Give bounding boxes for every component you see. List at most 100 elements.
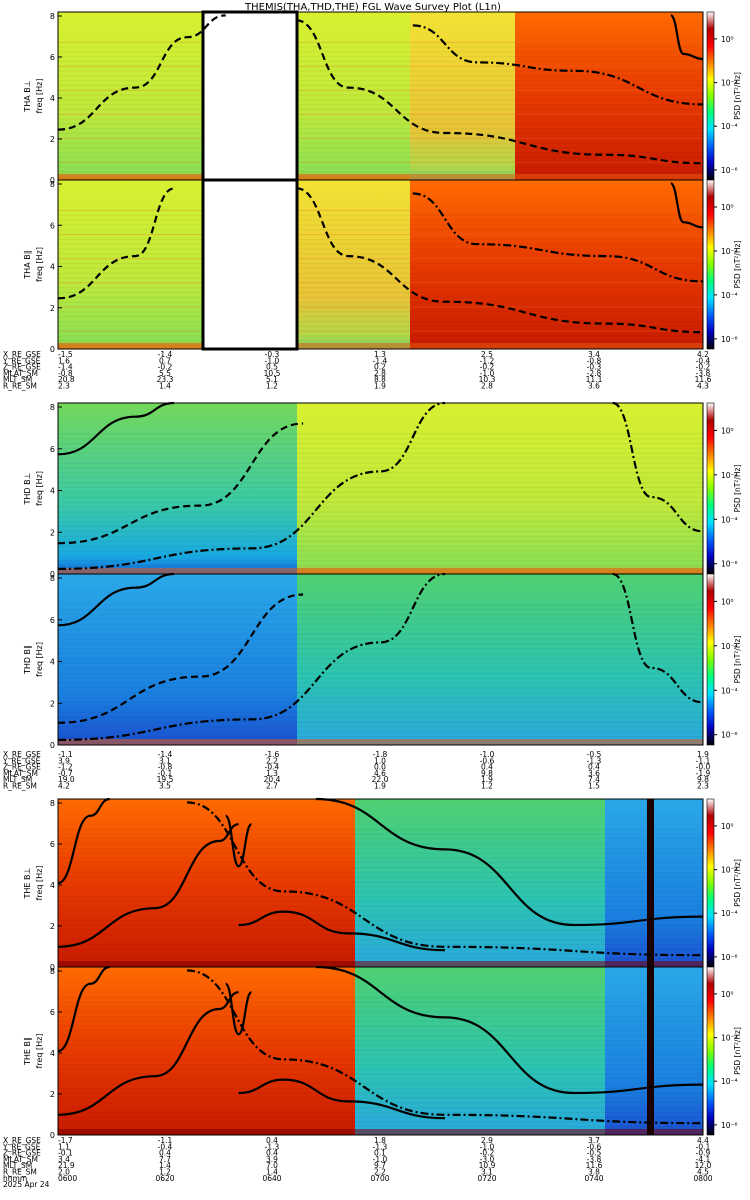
ephemeris-value: 2.2 [374,1168,386,1177]
ephemeris-value: -1.0 [480,750,495,759]
colorbar-label: PSD [nT²/Hz] [733,1027,742,1075]
panel-label: THE B⊥ [23,867,32,899]
frequency-curve [412,24,704,106]
ephemeris-value: 2.0 [58,1168,70,1177]
frequency-curve [57,422,304,545]
ephemeris-value: -0.3 [587,363,602,372]
frequency-curve [315,965,704,1095]
frequency-curve [315,797,704,927]
colorbar-tick-label: 10⁻² [721,642,738,651]
data-gap [201,178,299,351]
ephemeris-value: 0.7 [159,356,171,365]
y-tick-label: 2 [50,528,55,537]
ephemeris-value: 10.3 [479,375,496,384]
ephemeris-value: -0.0 [696,763,711,772]
ephemeris-value: 7.7 [159,1155,171,1164]
y-tick-label: 8 [50,967,55,976]
ephemeris-value: -0.8 [58,369,73,378]
ephemeris-value: 5.1 [266,375,278,384]
ephemeris-value: 2.2 [266,756,278,765]
ephemeris-value: -0.8 [587,356,602,365]
y-axis-label: freq [Hz] [35,642,44,677]
ephemeris-value: 2.3 [58,382,70,391]
ephemeris-value: -1.1 [696,756,711,765]
ephemeris-value: 0720 [477,1174,496,1183]
ephemeris-label: X_RE_GSE [3,350,41,359]
ephemeris-value: 0.0 [374,763,386,772]
ephemeris-value: -1.9 [696,769,711,778]
spectrogram-panel: 0 2 4 6 8 THE B⊥ freq [Hz] 10⁰ 10⁻² 10⁻⁴ 10⁻⁶ PSD [… [23,797,742,972]
ephemeris-value: 1.2 [266,382,278,391]
frequency-curve [186,969,704,1125]
ephemeris-value: 1.3 [266,769,278,778]
ephemeris-value: 1.9 [697,750,709,759]
frequency-curve [669,182,704,229]
ephemeris-value: -1.2 [58,763,73,772]
frequency-curve [412,192,704,283]
ephemeris-value: 3.1 [159,756,171,765]
y-axis-label: freq [Hz] [35,471,44,506]
spectrogram-fill [297,180,410,349]
frequency-curve [186,801,704,957]
ephemeris-value: 0.4 [266,1149,278,1158]
colorbar: 10⁰ 10⁻² 10⁻⁴ 10⁻⁶ PSD [nT²/Hz] [706,966,742,1136]
ephemeris-value: 3.9 [58,756,70,765]
ephemeris-value: 1.9 [374,782,386,791]
ephemeris-value: 0.4 [266,1136,278,1145]
ephemeris-value: 1.3 [374,350,386,359]
ephemeris-value: -1.0 [480,1142,495,1151]
colorbar-tick-label: 10⁻⁶ [721,731,738,740]
ephemeris-value: 2.8 [481,382,493,391]
y-tick-label: 2 [50,699,55,708]
spectrogram-fill [58,799,355,967]
saturation-stripe [647,967,654,1135]
ephemeris-value: 0700 [370,1174,389,1183]
ephemeris-value: -4.1 [696,1155,711,1164]
y-tick-label: 6 [50,445,55,454]
frequency-curve [669,14,704,61]
ephemeris-value: 5.5 [159,369,171,378]
colorbar-tick-label: 10⁻⁶ [721,335,738,344]
ephemeris-value: -0.8 [158,763,173,772]
colorbar-tick-label: 10⁻⁶ [721,953,738,962]
colorbar-scale [706,573,715,746]
colorbar-label: PSD [nT²/Hz] [733,859,742,907]
y-tick-label: 2 [50,304,55,313]
colorbar-label: PSD [nT²/Hz] [733,241,742,289]
ephemeris-value: 3.1 [481,1168,493,1177]
spectrogram-fill [410,180,515,349]
ephemeris-value: 10.9 [479,1161,496,1170]
ephemeris-label: X_RE_GSE [3,750,41,759]
ephemeris-value: 9.8 [697,775,709,784]
ephemeris-value: 1.4 [266,1168,278,1177]
ephemeris-label: MLAT_SM [3,769,38,778]
y-tick-label: 8 [50,12,55,21]
colorbar-tick-label: 10⁻⁴ [721,515,738,524]
ephemeris-table: X_RE_GSEY_RE_GSEZ_RE_GSEMLAT_SMMLT_SMR_R… [2,750,711,791]
frequency-curve [224,814,253,868]
ephemeris-label: 2025 Apr 24 [3,1180,50,1189]
ephemeris-value: 2.3 [697,782,709,791]
ephemeris-value: -1.0 [373,1155,388,1164]
ephemeris-value: 3.4 [58,1155,70,1164]
y-tick-label: 8 [50,403,55,412]
colorbar-scale [706,966,715,1136]
colorbar-tick-label: 10⁻⁴ [721,122,738,131]
ephemeris-value: -0.5 [587,750,602,759]
ephemeris-value: 7.0 [266,1161,278,1170]
ephemeris-value: 7.4 [588,775,600,784]
ephemeris-value: 0.4 [588,763,600,772]
ephemeris-value: 1.6 [58,356,70,365]
frequency-curve [57,797,110,885]
colorbar-tick-label: 10⁻⁴ [721,686,738,695]
ephemeris-value: 0740 [584,1174,603,1183]
ephemeris-value: -1.4 [158,350,173,359]
ephemeris-value: -0.6 [587,1142,602,1151]
y-tick-label: 0 [50,176,55,185]
ephemeris-value: -0.2 [480,1149,495,1158]
ephemeris-value: -0.4 [158,1142,173,1151]
ephemeris-value: -1.3 [587,756,602,765]
colorbar: 10⁰ 10⁻² 10⁻⁴ 10⁻⁶ PSD [nT²/Hz] [706,402,742,575]
colorbar-scale [706,798,715,968]
ephemeris-value: 2.7 [266,782,278,791]
